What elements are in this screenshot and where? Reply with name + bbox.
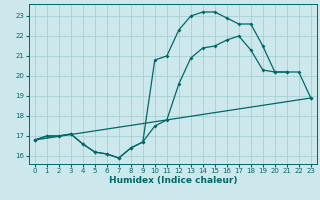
X-axis label: Humidex (Indice chaleur): Humidex (Indice chaleur) [108, 176, 237, 185]
